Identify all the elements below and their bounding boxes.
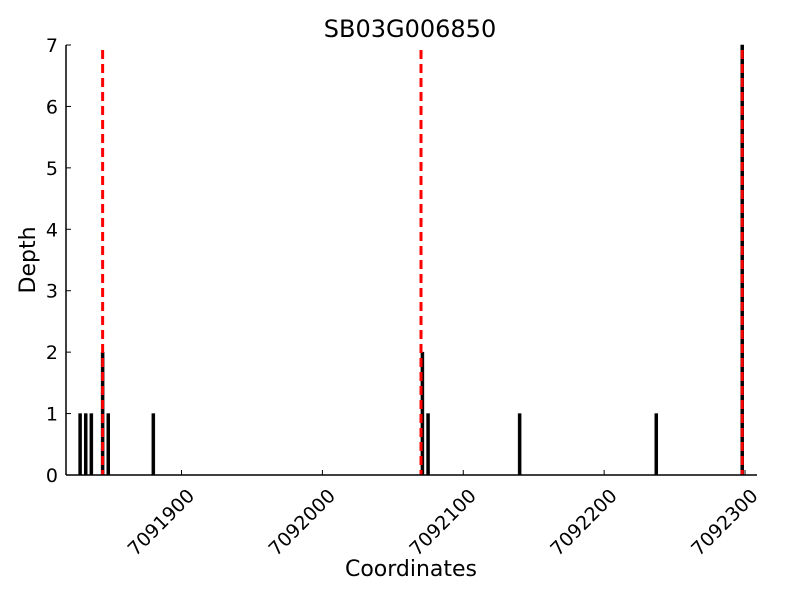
x-tick-label-7091900: 7091900: [124, 485, 199, 560]
y-tick-label-3: 3: [46, 281, 58, 303]
x-tick-label-7092300: 7092300: [687, 485, 762, 560]
bar-4: [106, 413, 111, 476]
chart-title: SB03G006850: [324, 15, 496, 43]
y-tick-label-2: 2: [46, 342, 58, 364]
y-axis-label: Depth: [16, 226, 41, 293]
x-axis-label: Coordinates: [345, 557, 477, 582]
bar-2: [89, 413, 94, 476]
x-tick-label-7092100: 7092100: [405, 485, 480, 560]
y-tick-label-6: 6: [46, 96, 58, 118]
y-tick-label-4: 4: [46, 219, 58, 241]
bar-7: [426, 413, 430, 476]
y-tick-label-5: 5: [46, 158, 58, 180]
y-tick-label-0: 0: [46, 465, 58, 487]
x-tick-label-7092200: 7092200: [546, 485, 621, 560]
y-tick-label-1: 1: [46, 404, 58, 426]
y-tick-label-7: 7: [46, 35, 58, 57]
bar-8: [517, 413, 522, 476]
bar-9: [654, 413, 659, 476]
bar-0: [78, 413, 82, 476]
x-tick-label-7092000: 7092000: [265, 485, 340, 560]
bar-5: [151, 413, 156, 476]
bar-1: [83, 413, 88, 476]
